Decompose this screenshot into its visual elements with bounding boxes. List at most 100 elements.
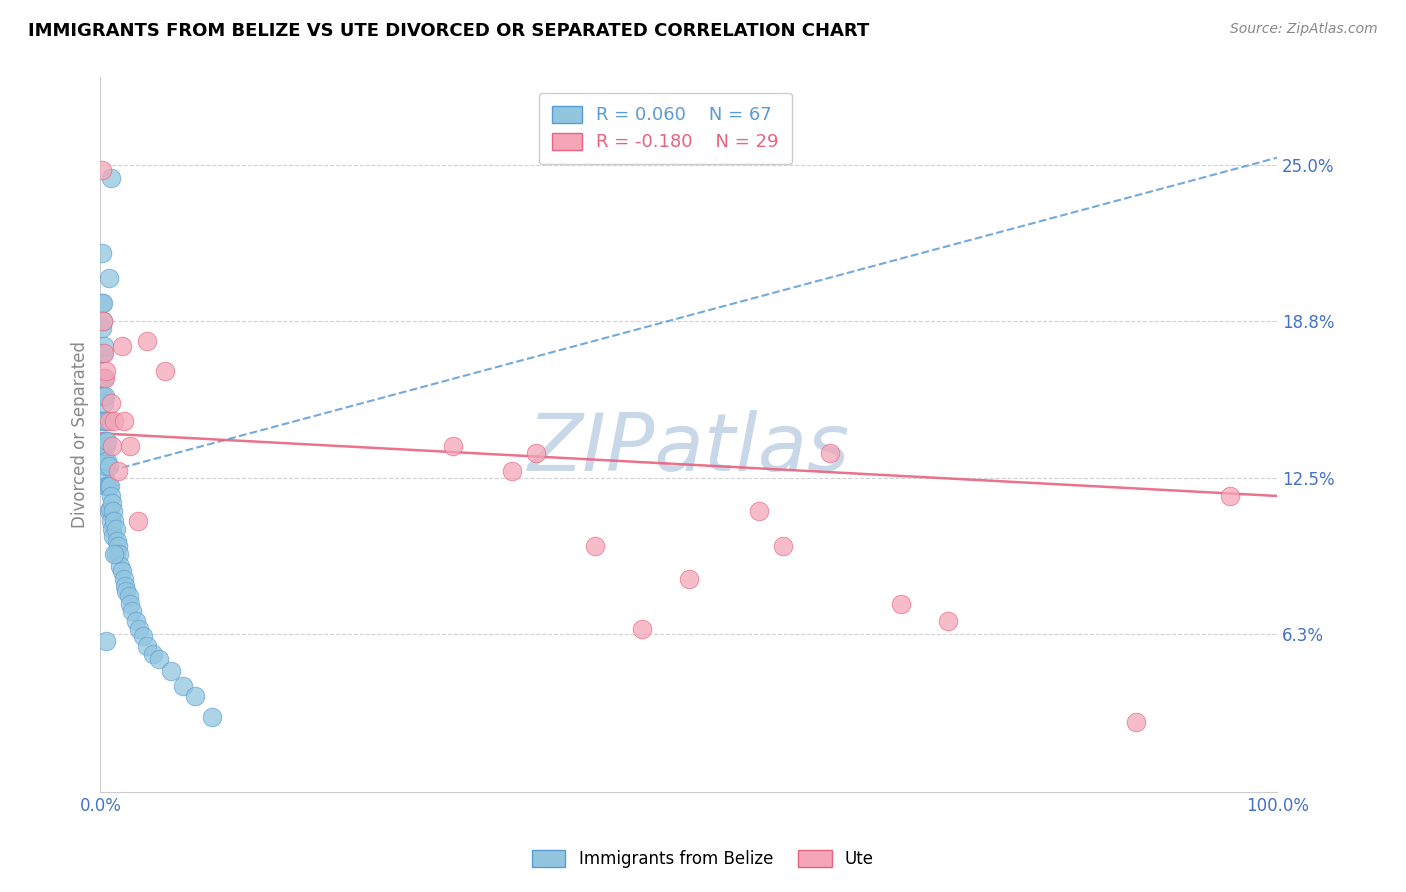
Point [107, 464, 129, 478]
Point [98, 479, 121, 493]
Point [630, 622, 652, 636]
Point [103, 414, 125, 428]
Point [100, 514, 122, 528]
Point [128, 622, 150, 636]
Point [91, 296, 114, 310]
Point [110, 559, 132, 574]
Point [90, 245, 112, 260]
Point [153, 364, 176, 378]
Point [127, 514, 149, 528]
Point [96, 454, 118, 468]
Point [96, 479, 118, 493]
Text: Source: ZipAtlas.com: Source: ZipAtlas.com [1230, 22, 1378, 37]
Legend: Immigrants from Belize, Ute: Immigrants from Belize, Ute [526, 843, 880, 875]
Point [93, 338, 115, 352]
Point [96, 479, 118, 493]
Point [90, 296, 112, 310]
Point [132, 629, 155, 643]
Point [117, 589, 139, 603]
Point [104, 522, 127, 536]
Point [148, 652, 170, 666]
Point [93, 371, 115, 385]
Point [100, 489, 122, 503]
Point [101, 522, 124, 536]
Point [172, 680, 194, 694]
Point [96, 414, 118, 428]
Point [103, 529, 125, 543]
Point [103, 547, 125, 561]
Point [96, 634, 118, 648]
Point [97, 271, 120, 285]
Point [183, 690, 205, 704]
Point [100, 396, 122, 410]
Point [112, 572, 135, 586]
Point [524, 446, 547, 460]
Point [90, 163, 112, 178]
Point [90, 321, 112, 335]
Point [124, 615, 146, 629]
Point [772, 539, 794, 553]
Point [98, 501, 121, 516]
Point [93, 414, 115, 428]
Point [201, 709, 224, 723]
Point [136, 334, 159, 348]
Point [91, 346, 114, 360]
Point [100, 170, 122, 185]
Point [97, 504, 120, 518]
Point [108, 547, 131, 561]
Point [107, 539, 129, 553]
Point [118, 597, 141, 611]
Point [112, 414, 135, 428]
Point [115, 584, 138, 599]
Point [97, 458, 120, 473]
Point [93, 346, 115, 360]
Y-axis label: Divorced or Separated: Divorced or Separated [72, 341, 89, 528]
Point [110, 338, 132, 352]
Point [748, 504, 770, 518]
Point [936, 615, 959, 629]
Point [91, 371, 114, 385]
Point [890, 597, 912, 611]
Point [1125, 714, 1147, 729]
Point [818, 446, 841, 460]
Text: ZIPatlas: ZIPatlas [527, 409, 849, 488]
Point [142, 647, 165, 661]
Point [101, 496, 124, 510]
Point [501, 464, 523, 478]
Point [93, 396, 115, 410]
Point [103, 504, 125, 518]
Point [94, 434, 117, 448]
Point [104, 547, 127, 561]
Point [94, 414, 117, 428]
Point [101, 439, 124, 453]
Point [97, 414, 120, 428]
Point [94, 371, 117, 385]
Point [121, 604, 143, 618]
Point [136, 640, 159, 654]
Point [91, 414, 114, 428]
Point [118, 439, 141, 453]
Point [94, 389, 117, 403]
Point [96, 458, 118, 473]
Point [96, 364, 118, 378]
Point [583, 539, 606, 553]
Point [114, 579, 136, 593]
Point [91, 313, 114, 327]
Point [105, 534, 128, 549]
Point [160, 665, 183, 679]
Point [91, 389, 114, 403]
Text: IMMIGRANTS FROM BELIZE VS UTE DIVORCED OR SEPARATED CORRELATION CHART: IMMIGRANTS FROM BELIZE VS UTE DIVORCED O… [28, 22, 869, 40]
Point [110, 564, 132, 578]
Point [97, 479, 120, 493]
Point [94, 471, 117, 485]
Point [441, 439, 464, 453]
Point [678, 572, 700, 586]
Point [91, 313, 114, 327]
Point [93, 439, 115, 453]
Point [90, 346, 112, 360]
Point [94, 454, 117, 468]
Point [96, 439, 118, 453]
Legend: R = 0.060    N = 67, R = -0.180    N = 29: R = 0.060 N = 67, R = -0.180 N = 29 [538, 93, 792, 164]
Point [1219, 489, 1241, 503]
Point [90, 371, 112, 385]
